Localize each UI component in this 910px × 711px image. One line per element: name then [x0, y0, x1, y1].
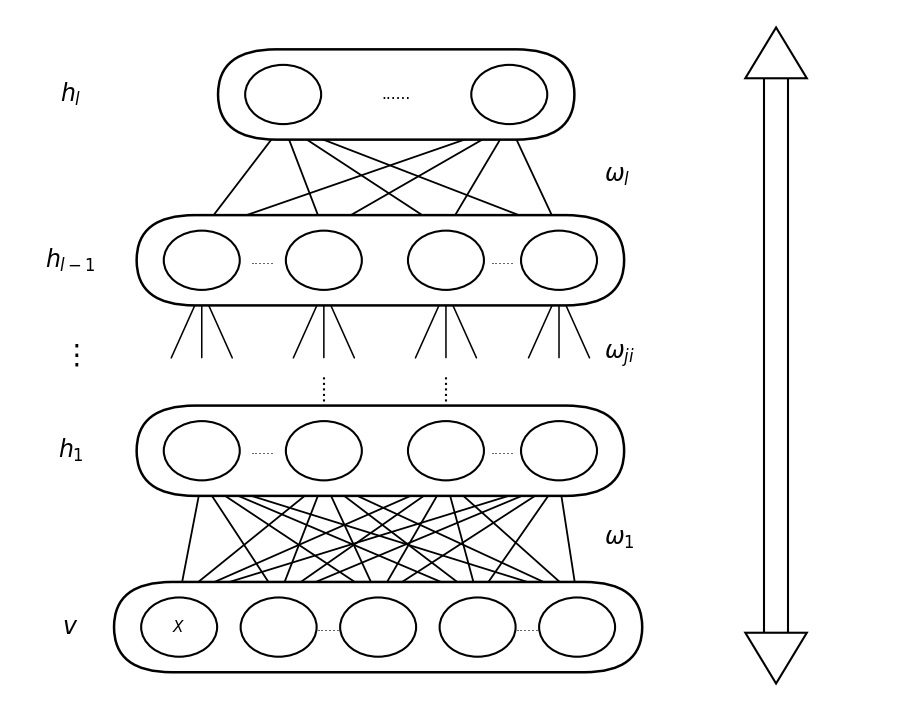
- Text: $h_{l-1}$: $h_{l-1}$: [46, 247, 96, 274]
- Text: $\omega_l$: $\omega_l$: [604, 164, 631, 188]
- Bar: [764, 78, 788, 633]
- FancyBboxPatch shape: [136, 215, 624, 306]
- Circle shape: [521, 421, 597, 481]
- Circle shape: [245, 65, 321, 124]
- Circle shape: [286, 230, 362, 290]
- Circle shape: [141, 597, 217, 657]
- FancyBboxPatch shape: [114, 582, 642, 672]
- Text: $\vdots$: $\vdots$: [62, 341, 79, 370]
- Circle shape: [286, 421, 362, 481]
- Circle shape: [340, 597, 416, 657]
- Text: ......: ......: [317, 621, 340, 634]
- Circle shape: [408, 421, 484, 481]
- Polygon shape: [745, 633, 807, 683]
- FancyBboxPatch shape: [218, 49, 574, 139]
- Text: $h_1$: $h_1$: [57, 437, 84, 464]
- Text: ......: ......: [251, 254, 275, 267]
- Text: ......: ......: [381, 87, 410, 102]
- Polygon shape: [745, 28, 807, 78]
- Circle shape: [240, 597, 317, 657]
- Text: $v$: $v$: [63, 615, 79, 639]
- Circle shape: [539, 597, 615, 657]
- FancyBboxPatch shape: [136, 405, 624, 496]
- Circle shape: [408, 230, 484, 290]
- Text: ......: ......: [490, 444, 514, 457]
- Circle shape: [164, 421, 239, 481]
- Circle shape: [521, 230, 597, 290]
- Text: ......: ......: [490, 254, 514, 267]
- Text: $\omega_{ji}$: $\omega_{ji}$: [604, 342, 635, 369]
- Circle shape: [164, 230, 239, 290]
- Text: $h_l$: $h_l$: [60, 81, 81, 108]
- Circle shape: [471, 65, 547, 124]
- Text: ......: ......: [251, 444, 275, 457]
- Text: $X$: $X$: [173, 619, 186, 635]
- Text: ......: ......: [515, 621, 540, 634]
- Text: $\omega_1$: $\omega_1$: [604, 527, 635, 551]
- Circle shape: [440, 597, 516, 657]
